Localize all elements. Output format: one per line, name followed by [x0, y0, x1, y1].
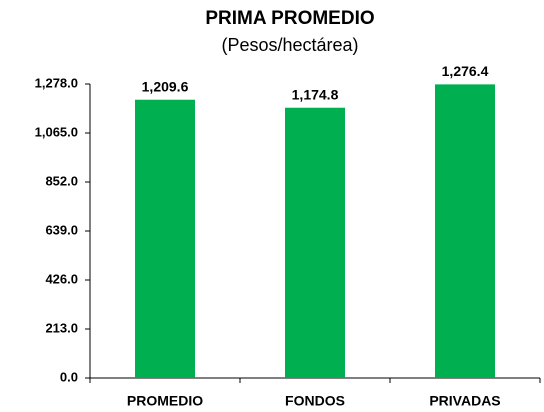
y-tick-label: 426.0 [45, 271, 78, 286]
chart-title: PRIMA PROMEDIO [205, 8, 374, 29]
y-tick-label: 1,278.0 [35, 75, 78, 90]
x-tick-label: PROMEDIO [127, 393, 203, 409]
chart-subtitle: (Pesos/hectárea) [221, 35, 358, 55]
bar [135, 99, 195, 378]
y-tick-label: 0.0 [60, 369, 78, 384]
value-label: 1,276.4 [442, 63, 489, 79]
bar [435, 84, 495, 378]
bar [285, 107, 345, 378]
value-label: 1,174.8 [292, 86, 339, 102]
x-tick-label: FONDOS [285, 393, 345, 409]
y-tick-label: 639.0 [45, 222, 78, 237]
y-tick-label: 852.0 [45, 173, 78, 188]
x-tick-label: PRIVADAS [429, 393, 500, 409]
y-tick-label: 1,065.0 [35, 124, 78, 139]
y-tick-label: 213.0 [45, 320, 78, 335]
value-label: 1,209.6 [142, 78, 189, 94]
